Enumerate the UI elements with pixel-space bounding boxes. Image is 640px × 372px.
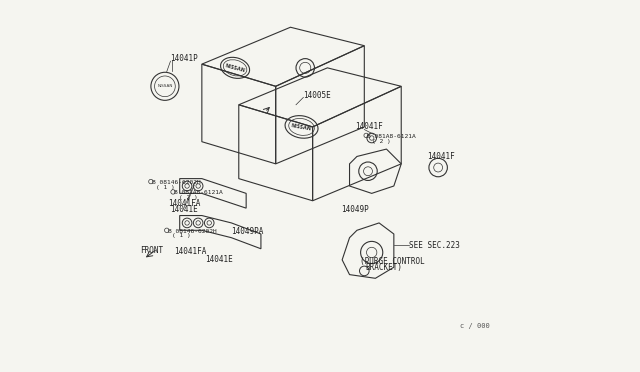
Text: B 08146-6202H: B 08146-6202H <box>152 180 201 185</box>
Text: BRACKET): BRACKET) <box>365 263 402 272</box>
Text: 14041FA: 14041FA <box>168 199 201 208</box>
Text: 14041E: 14041E <box>170 205 198 214</box>
Text: 14041F: 14041F <box>355 122 383 131</box>
Text: FRONT: FRONT <box>140 246 164 255</box>
Text: ( 1 ): ( 1 ) <box>172 233 191 238</box>
Text: SEE SEC.223: SEE SEC.223 <box>410 241 460 250</box>
Text: c / 000: c / 000 <box>460 323 490 329</box>
Text: NISSAN: NISSAN <box>225 63 246 73</box>
Text: ( 1 ): ( 1 ) <box>156 185 175 190</box>
Text: (PURGE CONTROL: (PURGE CONTROL <box>360 257 424 266</box>
Text: B 081A8-6121A: B 081A8-6121A <box>367 134 416 139</box>
Text: NISSAN: NISSAN <box>291 123 312 131</box>
Text: 14005E: 14005E <box>303 91 331 100</box>
Text: 14041FA: 14041FA <box>174 247 207 256</box>
Text: 14041E: 14041E <box>205 255 232 264</box>
Text: 14041P: 14041P <box>170 54 198 63</box>
Text: 14049P: 14049P <box>341 205 369 215</box>
Text: B 081A8-6121A: B 081A8-6121A <box>174 190 223 195</box>
Text: ( 2 ): ( 2 ) <box>372 139 390 144</box>
Text: ( 2 ): ( 2 ) <box>179 195 198 200</box>
Text: B 08146-6202H: B 08146-6202H <box>168 228 216 234</box>
Text: 14049PA: 14049PA <box>232 227 264 235</box>
Text: 14041F: 14041F <box>427 152 455 161</box>
Text: NISSAN: NISSAN <box>157 84 173 88</box>
